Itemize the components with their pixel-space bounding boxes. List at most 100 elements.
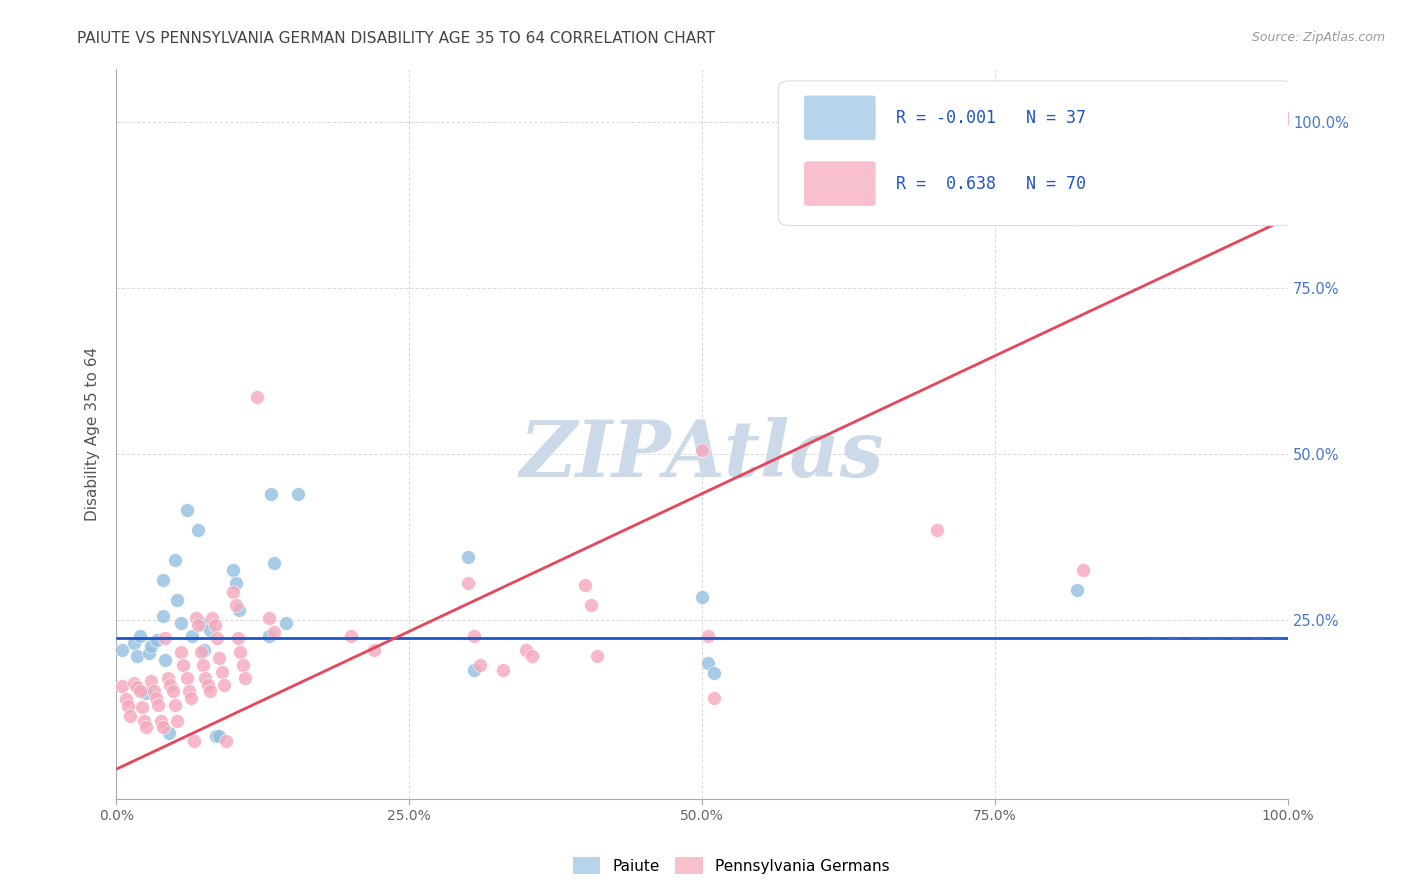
Legend: Paiute, Pennsylvania Germans: Paiute, Pennsylvania Germans — [567, 851, 896, 880]
Point — [131, 700, 153, 714]
Point — [187, 618, 209, 632]
Point — [457, 576, 479, 591]
Point — [215, 733, 238, 747]
Point — [1066, 582, 1088, 597]
Point — [128, 684, 150, 698]
Point — [177, 684, 200, 698]
Point — [152, 573, 174, 587]
Point — [170, 616, 193, 631]
Point — [1277, 112, 1299, 126]
Point — [170, 645, 193, 659]
Point — [135, 720, 157, 734]
Point — [176, 503, 198, 517]
Point — [197, 678, 219, 692]
Point — [127, 649, 149, 664]
Point — [198, 623, 221, 637]
Point — [225, 598, 247, 612]
Point — [193, 642, 215, 657]
Point — [155, 652, 177, 666]
Point — [128, 629, 150, 643]
Point — [222, 563, 245, 577]
Point — [522, 649, 544, 664]
Point — [925, 523, 948, 537]
Text: ZIPAtlas: ZIPAtlas — [520, 417, 884, 494]
Point — [141, 673, 163, 688]
Point — [515, 642, 537, 657]
Point — [122, 676, 145, 690]
Point — [183, 733, 205, 747]
Point — [157, 725, 180, 739]
Point — [697, 656, 720, 670]
Point — [127, 681, 149, 695]
Point — [146, 632, 169, 647]
Point — [263, 556, 285, 570]
Point — [211, 665, 233, 679]
Point — [190, 616, 212, 631]
Point — [212, 678, 235, 692]
Point — [229, 645, 252, 659]
Point — [117, 699, 139, 714]
Point — [222, 585, 245, 599]
Point — [201, 611, 224, 625]
Point — [263, 624, 285, 639]
Point — [198, 684, 221, 698]
Point — [697, 629, 720, 643]
Point — [1066, 211, 1088, 225]
Point — [276, 616, 298, 631]
Point — [205, 632, 228, 646]
Point — [152, 609, 174, 624]
Point — [149, 714, 172, 728]
Point — [163, 553, 186, 567]
Point — [287, 486, 309, 500]
Point — [166, 592, 188, 607]
Y-axis label: Disability Age 35 to 64: Disability Age 35 to 64 — [86, 347, 100, 521]
Point — [363, 642, 385, 657]
Point — [703, 665, 725, 680]
Point — [162, 684, 184, 698]
Point — [159, 678, 181, 692]
Point — [155, 632, 177, 646]
Point — [257, 611, 280, 625]
Point — [181, 629, 204, 643]
Text: Source: ZipAtlas.com: Source: ZipAtlas.com — [1251, 31, 1385, 45]
Point — [111, 679, 134, 693]
Point — [190, 645, 212, 659]
Point — [145, 691, 167, 706]
Point — [152, 720, 174, 734]
Point — [225, 576, 247, 591]
Point — [703, 691, 725, 706]
Point — [204, 618, 226, 632]
Point — [134, 714, 156, 728]
Point — [148, 698, 170, 712]
Point — [463, 629, 485, 643]
Point — [114, 692, 136, 706]
Point — [492, 663, 515, 677]
FancyBboxPatch shape — [804, 161, 876, 206]
Point — [463, 663, 485, 677]
Point — [176, 671, 198, 685]
Point — [156, 671, 179, 685]
Point — [163, 698, 186, 712]
Point — [579, 598, 602, 612]
Point — [257, 629, 280, 643]
Point — [585, 649, 607, 664]
Point — [233, 671, 256, 685]
Point — [138, 646, 160, 660]
Point — [574, 578, 596, 592]
Point — [205, 729, 228, 743]
Point — [208, 729, 231, 743]
Point — [468, 657, 491, 672]
Point — [180, 691, 202, 706]
Point — [232, 657, 254, 672]
Text: R =  0.638   N = 70: R = 0.638 N = 70 — [896, 175, 1085, 193]
Point — [166, 714, 188, 728]
Point — [172, 657, 194, 672]
Point — [111, 642, 134, 657]
Point — [339, 629, 361, 643]
Point — [690, 443, 713, 458]
FancyBboxPatch shape — [804, 95, 876, 140]
Text: PAIUTE VS PENNSYLVANIA GERMAN DISABILITY AGE 35 TO 64 CORRELATION CHART: PAIUTE VS PENNSYLVANIA GERMAN DISABILITY… — [77, 31, 716, 46]
Point — [246, 390, 269, 404]
Point — [457, 549, 479, 564]
Point — [184, 611, 207, 625]
